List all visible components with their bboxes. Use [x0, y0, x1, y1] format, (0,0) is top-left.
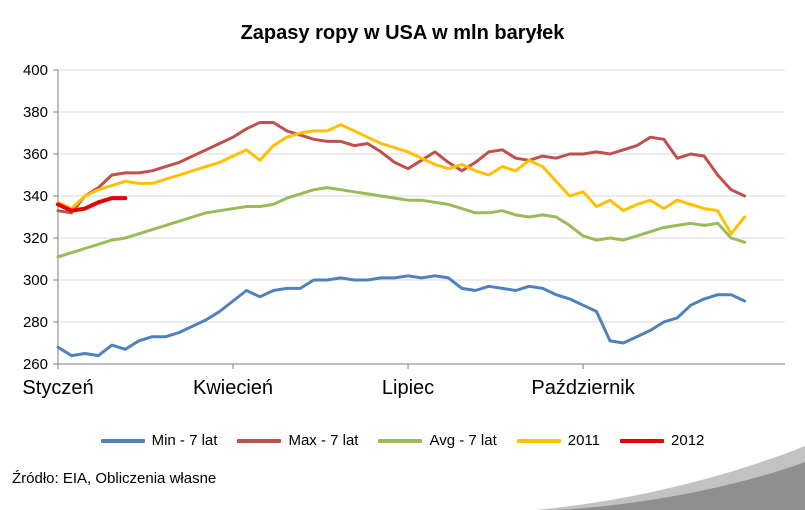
legend-swatch	[378, 438, 423, 443]
series-line-3	[56, 123, 747, 236]
legend-item-4: 2012	[620, 432, 704, 449]
series-line-4	[56, 196, 128, 213]
corner-swoosh-dark	[557, 462, 805, 510]
y-tick-label: 300	[23, 272, 48, 289]
source-note: Źródło: EIA, Obliczenia własne	[12, 470, 217, 487]
x-tick-label: Kwiecień	[193, 377, 273, 399]
legend-swatch	[237, 438, 282, 443]
x-tick-label: Styczeń	[22, 377, 93, 399]
y-tick-label: 260	[23, 356, 48, 373]
y-tick-label: 280	[23, 314, 48, 331]
series-line-1	[56, 121, 747, 215]
legend-label: Min - 7 lat	[151, 432, 218, 449]
series-line-0	[56, 274, 747, 358]
x-tick-label: Październik	[531, 377, 635, 399]
legend-label: Avg - 7 lat	[429, 432, 497, 449]
y-tick-label: 320	[23, 230, 48, 247]
legend-label: Max - 7 lat	[288, 432, 359, 449]
legend-item-0: Min - 7 lat	[100, 432, 218, 449]
series-line-2	[56, 186, 747, 259]
x-tick-label: Lipiec	[382, 377, 434, 399]
y-tick-label: 380	[23, 104, 48, 121]
legend-swatch	[620, 438, 665, 443]
chart-title: Zapasy ropy w USA w mln baryłek	[240, 22, 565, 44]
legend-swatch	[516, 438, 561, 443]
y-tick-label: 340	[23, 188, 48, 205]
chart-legend: Min - 7 lat Max - 7 lat Avg - 7 lat 2011 201…	[0, 432, 805, 449]
legend-label: 2011	[567, 432, 601, 449]
y-tick-label: 400	[23, 62, 48, 79]
legend-swatch	[100, 438, 145, 443]
legend-item-1: Max - 7 lat	[237, 432, 358, 449]
legend-item-2: Avg - 7 lat	[378, 432, 497, 449]
y-tick-label: 360	[23, 146, 48, 163]
chart-canvas: 260 280 300 320 340 360 380 400 Styczeń Kwiecień L…	[22, 62, 785, 399]
legend-label: 2012	[671, 432, 705, 449]
legend-item-3: 2011	[516, 432, 601, 449]
corner-decoration	[535, 446, 805, 510]
